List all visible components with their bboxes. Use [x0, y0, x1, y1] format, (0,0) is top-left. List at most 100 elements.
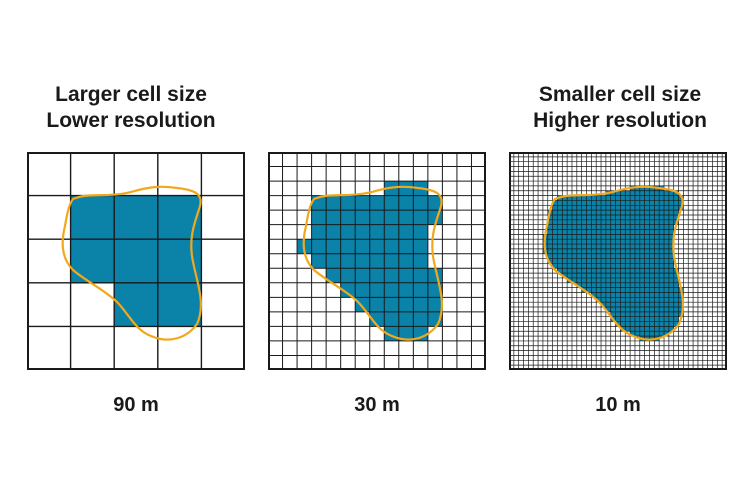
- filled-cell: [644, 287, 650, 293]
- filled-cell: [567, 234, 572, 240]
- filled-cell: [668, 239, 674, 245]
- filled-cell: [413, 326, 428, 341]
- resolution-label-coarse: 90 m: [113, 394, 159, 416]
- filled-cell: [625, 229, 631, 235]
- filled-cell: [664, 253, 669, 259]
- filled-cell: [615, 302, 621, 308]
- filled-cell: [634, 268, 640, 274]
- filled-cell: [659, 195, 665, 201]
- filled-cell: [596, 205, 602, 211]
- filled-cell: [673, 321, 679, 327]
- filled-cell: [644, 277, 650, 283]
- filled-cell: [668, 190, 674, 196]
- filled-cell: [567, 244, 572, 249]
- filled-cell: [567, 205, 572, 211]
- filled-cell: [664, 234, 669, 240]
- filled-cell: [571, 224, 577, 230]
- filled-cell: [615, 287, 621, 293]
- filled-cell: [567, 248, 572, 254]
- filled-cell: [571, 244, 577, 249]
- filled-cell: [620, 229, 626, 235]
- filled-cell: [654, 277, 660, 283]
- filled-cell: [639, 321, 645, 327]
- filled-cell: [369, 239, 385, 254]
- filled-cell: [620, 244, 626, 249]
- filled-cell: [639, 326, 645, 332]
- filled-cell: [649, 234, 655, 240]
- filled-cell: [398, 181, 414, 196]
- filled-cell: [601, 258, 606, 264]
- filled-cell: [576, 234, 582, 240]
- filled-cell: [664, 282, 669, 288]
- filled-cell: [567, 258, 572, 264]
- filled-cell: [649, 277, 655, 283]
- filled-cell: [668, 263, 674, 269]
- filled-cell: [654, 263, 660, 269]
- filled-cell: [605, 277, 611, 283]
- filled-cell: [639, 200, 645, 206]
- filled-cell: [557, 229, 563, 235]
- filled-cell: [625, 214, 631, 220]
- filled-cell: [615, 234, 621, 240]
- heading-right-line1: Smaller cell size: [538, 83, 702, 106]
- filled-cell: [654, 321, 660, 327]
- filled-cell: [591, 219, 597, 225]
- filled-cell: [668, 311, 674, 317]
- filled-cell: [630, 195, 635, 201]
- feature-outline: [61, 185, 202, 341]
- filled-cell: [639, 210, 645, 215]
- filled-cell: [581, 229, 587, 235]
- filled-cell: [610, 258, 616, 264]
- filled-cell: [615, 239, 621, 245]
- filled-cell: [625, 292, 631, 298]
- filled-cell: [654, 205, 660, 211]
- filled-cell: [557, 234, 563, 240]
- filled-cell: [644, 239, 650, 245]
- filled-cell: [630, 297, 635, 303]
- filled-cell: [630, 292, 635, 298]
- filled-cell: [673, 210, 679, 215]
- filled-cell: [547, 214, 553, 220]
- filled-cell: [601, 297, 606, 303]
- filled-cell: [654, 253, 660, 259]
- filled-cell: [413, 224, 428, 240]
- filled-cell: [654, 248, 660, 254]
- filled-cell: [634, 239, 640, 245]
- filled-cell: [355, 210, 370, 225]
- filled-cell: [659, 200, 665, 206]
- filled-cell: [625, 205, 631, 211]
- filled-cell: [567, 224, 572, 230]
- filled-cell: [557, 200, 563, 206]
- filled-cell: [639, 307, 645, 312]
- filled-cell: [639, 253, 645, 259]
- raster-panel-fine: [509, 152, 727, 370]
- filled-cell: [654, 258, 660, 264]
- filled-cell: [571, 219, 577, 225]
- filled-cell: [630, 214, 635, 220]
- filled-cell: [668, 326, 674, 332]
- filled-cell: [620, 239, 626, 245]
- filled-cell: [664, 273, 669, 278]
- filled-cell: [586, 229, 592, 235]
- filled-cell: [620, 195, 626, 201]
- filled-cell: [639, 258, 645, 264]
- filled-cell: [654, 200, 660, 206]
- filled-cell: [571, 277, 577, 283]
- filled-cell: [659, 326, 665, 332]
- filled-cell: [610, 244, 616, 249]
- filled-cell: [634, 326, 640, 332]
- filled-cell: [601, 292, 606, 298]
- filled-cell: [644, 321, 650, 327]
- filled-cell: [586, 248, 592, 254]
- filled-cell: [610, 190, 616, 196]
- filled-cell: [610, 219, 616, 225]
- filled-cell: [369, 210, 385, 225]
- filled-cell: [552, 224, 558, 230]
- filled-cell: [639, 268, 645, 274]
- filled-cell: [552, 244, 558, 249]
- filled-cell: [398, 224, 414, 240]
- filled-cell: [615, 214, 621, 220]
- filled-cell: [586, 263, 592, 269]
- filled-cell: [586, 205, 592, 211]
- filled-cell: [659, 297, 665, 303]
